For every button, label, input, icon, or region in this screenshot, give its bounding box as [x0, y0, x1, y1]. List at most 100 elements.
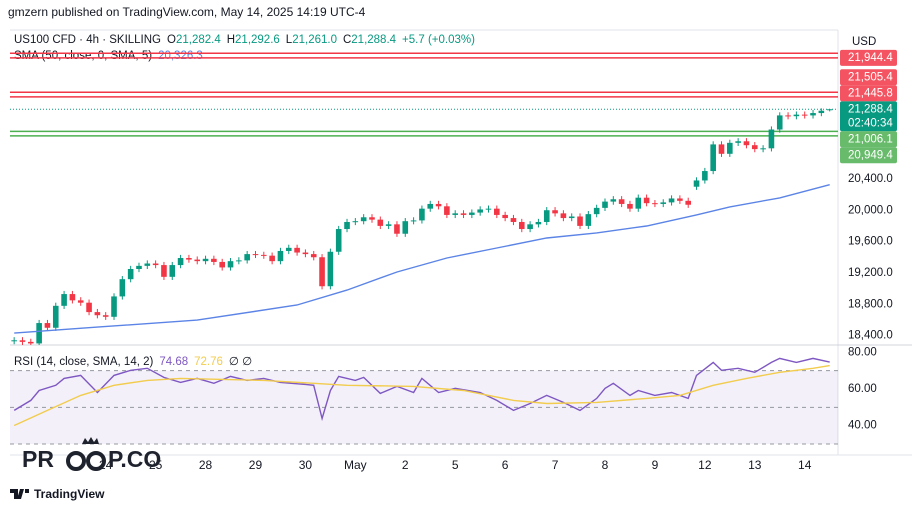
price-level-label: 21,944.4	[848, 52, 893, 64]
price-level-box	[840, 131, 897, 148]
x-tick-label: 5	[452, 458, 459, 472]
candle-body	[535, 221, 542, 225]
x-tick-label: 7	[552, 458, 559, 472]
indicator-name: SMA (50, close, 0, SMA, 5)	[14, 50, 152, 62]
candle-body	[77, 300, 84, 303]
candle-body	[86, 302, 92, 313]
candle-body	[510, 218, 517, 222]
candle-body	[52, 305, 59, 328]
candle-body	[718, 144, 725, 154]
watermark: PR P.CO	[22, 437, 161, 472]
candle-body	[494, 208, 500, 215]
candle-body	[194, 259, 201, 262]
candle-body	[477, 209, 483, 213]
candle-body	[710, 144, 716, 172]
candle-body	[369, 217, 375, 220]
candle-body	[602, 201, 608, 208]
footer-brand: TradingView	[34, 487, 105, 501]
candle-body	[793, 114, 800, 117]
candle-body	[269, 255, 275, 262]
candle-body	[127, 268, 134, 280]
candle-body	[618, 199, 625, 204]
rsi-tick-label: 40.00	[848, 420, 877, 432]
rsi-tick-label: 60.00	[848, 383, 877, 395]
main-pane	[10, 52, 838, 345]
y-tick-label: 18,800.0	[848, 298, 893, 310]
indicator-line	[13, 357, 830, 422]
candle-body	[28, 341, 34, 344]
candle-body	[751, 145, 758, 150]
candle-body	[577, 216, 583, 226]
candle-body	[36, 323, 42, 344]
indicator-value: 20,326.3	[158, 50, 203, 62]
candle-body	[285, 247, 292, 251]
candle-body	[360, 217, 367, 222]
countdown: 02:40:34	[848, 117, 893, 129]
symbol: US100 CFD · 4h · SKILLING	[14, 34, 161, 46]
candle-body	[435, 203, 442, 207]
price-level-box	[840, 147, 897, 164]
indicator-line	[14, 184, 830, 334]
candle-body	[643, 197, 650, 204]
candle-body	[244, 254, 250, 261]
candle-body	[627, 203, 633, 209]
y-tick-label: 19,200.0	[848, 267, 893, 279]
ohlc-value: 21,261.0	[292, 34, 337, 46]
candle-body	[302, 252, 309, 255]
candle-body	[19, 340, 26, 342]
published-note: gmzern published on TradingView.com, May…	[8, 5, 366, 19]
footer-logo	[10, 489, 29, 499]
candle-body	[319, 257, 325, 287]
candle-body	[427, 203, 434, 209]
x-tick-label: 12	[698, 458, 712, 472]
price-level-label: 21,006.1	[848, 133, 893, 145]
candle-body	[826, 109, 833, 111]
candle-body	[419, 208, 425, 221]
candle-body	[177, 258, 184, 266]
indicator-legend: SMA (50, close, 0, SMA, 5) 20,326.3	[14, 50, 203, 62]
candle-body	[410, 220, 417, 222]
currency-box	[843, 31, 883, 51]
y-tick-label: 19,600.0	[848, 236, 893, 248]
price-level-label: 20,949.4	[848, 149, 893, 161]
candle-body	[776, 115, 783, 130]
candle-body	[743, 141, 750, 146]
candle-body	[702, 171, 708, 181]
x-tick-label: 25	[149, 458, 163, 472]
candle-body	[801, 114, 808, 116]
candle-body	[335, 229, 342, 252]
candle-body	[202, 258, 209, 262]
change: +5.7 (+0.03%)	[402, 34, 475, 46]
candle-body	[685, 200, 692, 205]
x-tick-label: 9	[652, 458, 659, 472]
candle-body	[735, 141, 741, 143]
last-price-label: 21,288.4	[848, 103, 893, 115]
candle-body	[760, 148, 766, 150]
x-tick-label: 2	[402, 458, 409, 472]
candle-body	[394, 224, 400, 234]
rsi-legend: RSI (14, close, SMA, 14, 2) 74.68 72.76 ∅ ∅	[14, 356, 252, 368]
candle-body	[152, 263, 159, 266]
candle-body	[61, 294, 67, 306]
currency: USD	[852, 36, 876, 48]
price-level-box	[840, 85, 897, 102]
price-level-label: 21,445.8	[848, 87, 893, 99]
candle-body	[94, 312, 101, 316]
x-tick-label: 13	[748, 458, 762, 472]
watermark-text: PR	[22, 446, 54, 472]
y-tick-label: 18,400.0	[848, 330, 893, 342]
candle-body	[677, 198, 683, 201]
candle-body	[227, 261, 234, 268]
candle-body	[136, 265, 142, 269]
ohlc-value: 21,288.4	[351, 34, 396, 46]
candle-body	[652, 203, 658, 205]
rsi-tick-label: 80.00	[848, 346, 877, 358]
price-level-label: 21,505.4	[848, 71, 893, 83]
ohlc-key: O	[167, 34, 176, 46]
candle-body	[560, 213, 567, 219]
candle-body	[327, 251, 334, 287]
candle-body	[44, 323, 51, 328]
x-tick-label: 14	[798, 458, 812, 472]
